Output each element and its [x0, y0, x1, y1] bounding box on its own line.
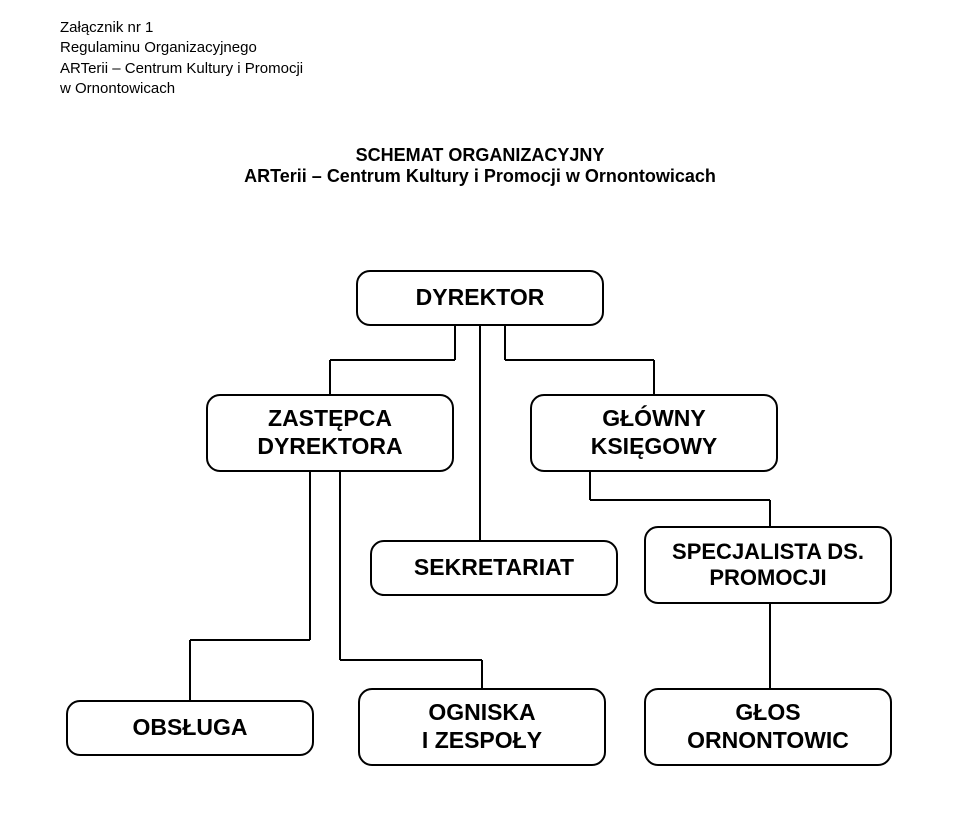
- document-header: Załącznik nr 1 Regulaminu Organizacyjneg…: [60, 18, 303, 99]
- node-dyrektor: DYREKTOR: [356, 270, 604, 326]
- node-sekretariat: SEKRETARIAT: [370, 540, 618, 596]
- node-label: GŁOSORNONTOWIC: [687, 699, 849, 754]
- node-specjalista: SPECJALISTA DS.PROMOCJI: [644, 526, 892, 604]
- header-line-4: w Ornontowicach: [60, 79, 303, 99]
- header-line-1: Załącznik nr 1: [60, 18, 303, 38]
- node-label: SEKRETARIAT: [414, 554, 574, 582]
- header-line-2: Regulaminu Organizacyjnego: [60, 38, 303, 58]
- node-ksiegowy: GŁÓWNYKSIĘGOWY: [530, 394, 778, 472]
- node-label: OGNISKAI ZESPOŁY: [422, 699, 542, 754]
- node-glos: GŁOSORNONTOWIC: [644, 688, 892, 766]
- node-obsluga: OBSŁUGA: [66, 700, 314, 756]
- schema-title-line-2: ARTerii – Centrum Kultury i Promocji w O…: [0, 166, 960, 187]
- node-ogniska: OGNISKAI ZESPOŁY: [358, 688, 606, 766]
- node-label: DYREKTOR: [416, 284, 545, 312]
- schema-title: SCHEMAT ORGANIZACYJNY ARTerii – Centrum …: [0, 145, 960, 187]
- schema-title-line-1: SCHEMAT ORGANIZACYJNY: [0, 145, 960, 166]
- node-label: ZASTĘPCADYREKTORA: [257, 405, 402, 460]
- node-label: SPECJALISTA DS.PROMOCJI: [672, 539, 864, 592]
- node-zastepca: ZASTĘPCADYREKTORA: [206, 394, 454, 472]
- header-line-3: ARTerii – Centrum Kultury i Promocji: [60, 59, 303, 79]
- node-label: GŁÓWNYKSIĘGOWY: [591, 405, 718, 460]
- node-label: OBSŁUGA: [133, 714, 248, 742]
